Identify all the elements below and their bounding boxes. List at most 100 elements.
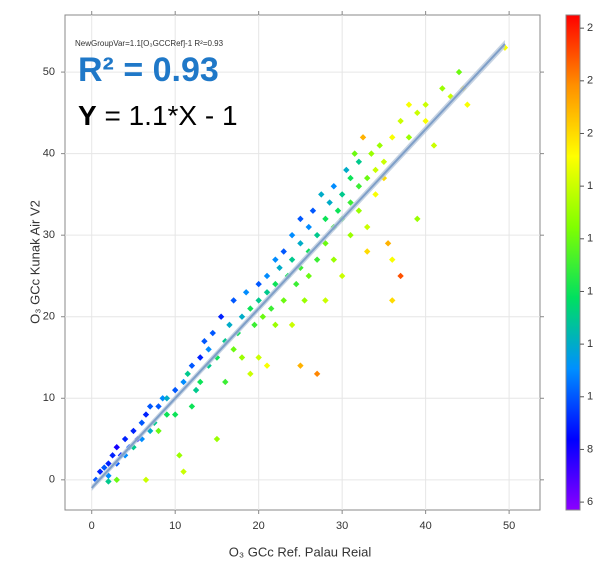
point: [197, 354, 204, 361]
point: [272, 321, 279, 329]
point: [330, 256, 338, 263]
point: [305, 223, 312, 231]
point: [359, 134, 367, 141]
point: [318, 191, 325, 198]
point: [313, 231, 321, 239]
y-axis-label: O₃ GCc Kunak Air V2: [27, 200, 42, 324]
point: [368, 150, 375, 157]
point: [163, 395, 171, 402]
point: [343, 166, 350, 174]
point: [180, 468, 187, 475]
point: [105, 472, 112, 479]
x-tick-label: 40: [420, 520, 432, 532]
y-tick-label: 20: [43, 311, 55, 323]
point: [455, 68, 463, 76]
point: [242, 289, 250, 296]
point: [251, 321, 258, 329]
point: [363, 248, 371, 255]
point: [330, 183, 338, 190]
point: [247, 370, 254, 378]
point: [384, 240, 392, 247]
point: [280, 248, 287, 255]
point: [313, 370, 321, 378]
point: [142, 411, 150, 418]
point: [305, 272, 312, 280]
point: [255, 280, 262, 288]
point: [226, 321, 233, 329]
point: [288, 231, 296, 239]
point: [430, 142, 438, 149]
point: [217, 313, 225, 320]
y-tick-label: 0: [49, 474, 55, 486]
fit-annotation: NewGroupVar=1.1[O₃GCCRef]-1 R²=0.93: [75, 39, 224, 48]
point: [267, 305, 275, 312]
colorbar: [565, 14, 581, 511]
equation-rhs: = 1.1*X - 1: [104, 100, 237, 131]
point: [322, 297, 329, 304]
point: [255, 354, 262, 361]
point: [230, 346, 237, 353]
colorbar-tick-label: 8: [587, 443, 593, 455]
point: [259, 313, 267, 320]
point: [205, 346, 212, 353]
point: [105, 460, 112, 467]
point: [397, 117, 404, 125]
point: [414, 109, 421, 117]
point: [363, 174, 371, 182]
point: [309, 207, 317, 214]
colorbar-tick-label: 10: [587, 391, 593, 403]
point: [180, 378, 187, 386]
point: [347, 199, 354, 206]
point: [414, 215, 421, 223]
point: [322, 215, 329, 223]
points: [92, 44, 509, 485]
colorbar-tick-label: 6: [587, 496, 593, 508]
point: [113, 476, 120, 484]
grid: [61, 11, 544, 514]
point: [184, 370, 191, 378]
point: [272, 256, 279, 263]
point: [338, 272, 346, 280]
x-axis-label: O₃ GCc Ref. Palau Reial: [229, 544, 372, 559]
point: [422, 117, 429, 125]
point: [238, 313, 246, 320]
point: [405, 101, 413, 108]
x-tick-label: 20: [253, 520, 265, 532]
point: [389, 256, 396, 263]
point: [439, 85, 446, 92]
fit-layer: [90, 39, 506, 491]
point: [101, 464, 108, 471]
colorbar-tick-label: 24: [587, 22, 593, 34]
r2-label: R² = 0.93: [78, 51, 219, 89]
y-tick-label: 10: [43, 392, 55, 404]
point: [376, 142, 383, 149]
point: [326, 199, 333, 206]
point: [293, 280, 300, 288]
point: [230, 297, 237, 304]
colorbar-tick-label: 16: [587, 233, 593, 245]
point: [347, 174, 354, 182]
colorbar-tick-label: 12: [587, 338, 593, 350]
point: [263, 362, 271, 369]
point: [288, 321, 296, 329]
point: [301, 297, 308, 304]
point: [155, 427, 162, 435]
point: [96, 468, 104, 475]
point: [171, 386, 179, 394]
point: [201, 337, 208, 345]
point: [159, 395, 166, 402]
point: [372, 166, 379, 174]
x-tick-label: 50: [503, 520, 515, 532]
point: [192, 386, 200, 394]
point: [297, 362, 304, 369]
equation-lhs: Y: [78, 100, 97, 131]
fit-line: [90, 43, 506, 489]
point: [109, 452, 116, 459]
colorbar-tick-label: 20: [587, 127, 593, 139]
point: [389, 297, 396, 304]
point: [238, 354, 246, 361]
point: [355, 158, 363, 165]
point: [363, 223, 371, 231]
point: [355, 207, 363, 214]
